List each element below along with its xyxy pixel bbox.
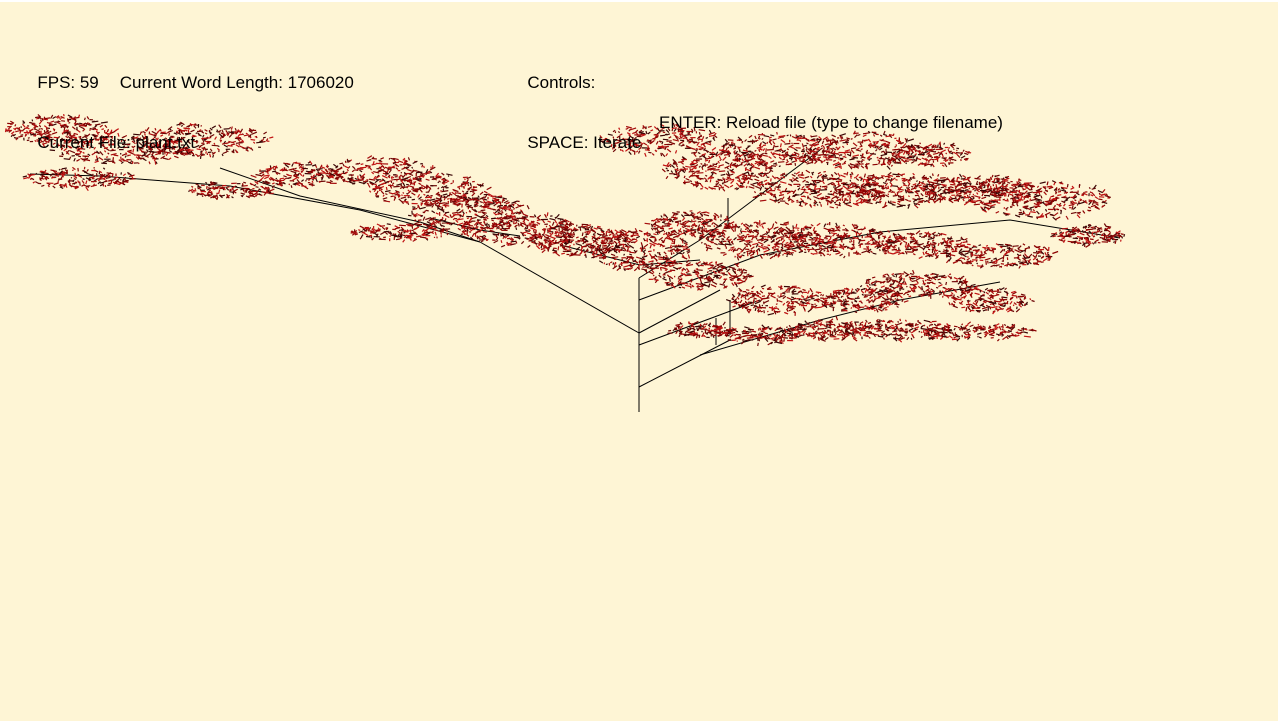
- word-length-readout: Current Word Length: 1706020: [119, 73, 354, 92]
- enter-reload-hint: ENTER: Reload file (type to change filen…: [659, 113, 1003, 132]
- status-overlay: FPS: 59 Current Word Length: 1706020 Curr…: [9, 13, 354, 173]
- window-top-edge: [0, 0, 1278, 2]
- plant-foliage: [4, 113, 1126, 347]
- fps-readout: FPS: 59: [37, 73, 99, 92]
- controls-overlay: Controls: SPACE: Iterate ENTER: Reload f…: [499, 13, 1003, 173]
- space-iterate-hint: SPACE: Iterate: [527, 133, 642, 152]
- controls-title: Controls:: [527, 73, 596, 92]
- current-file-readout: Current File: plant.txt: [37, 133, 196, 152]
